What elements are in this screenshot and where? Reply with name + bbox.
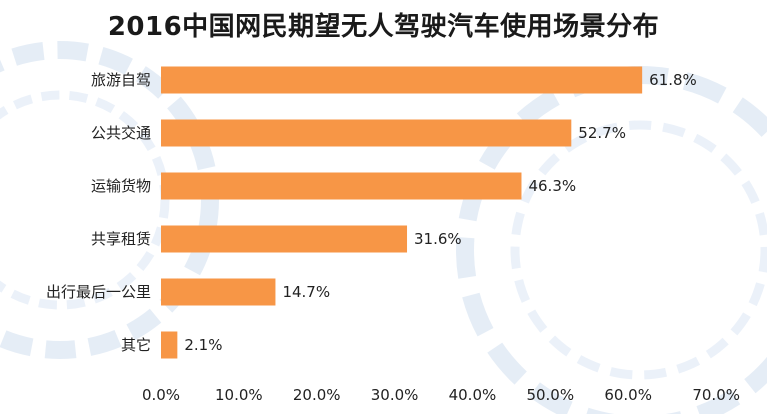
category-label-5: 其它 [121,336,151,354]
x-tick-label-5: 50.0% [526,386,574,404]
bar-3 [161,225,408,253]
x-tick-label-6: 60.0% [604,386,652,404]
category-label-3: 共享租赁 [91,230,151,248]
category-label-4: 出行最后一公里 [46,283,151,301]
category-label-2: 运输货物 [91,177,151,195]
bar-0 [161,66,643,94]
labels-layer: 旅游自驾 61.8% 公共交通 52.7% 运输货物 46.3% 共享租赁 31.6% 出行最后… [46,71,740,404]
value-label-4: 14.7% [282,283,330,301]
value-label-2: 46.3% [528,177,576,195]
x-tick-label-7: 70.0% [692,386,740,404]
chart-title: 2016中国网民期望无人驾驶汽车使用场景分布 [107,12,660,42]
bar-5 [161,331,178,359]
x-tick-label-0: 0.0% [142,386,180,404]
bars-layer [161,66,643,359]
bar-4 [161,278,276,306]
x-tick-label-1: 10.0% [215,386,263,404]
category-label-1: 公共交通 [91,124,151,142]
bar-2 [161,172,522,200]
bar-1 [161,119,572,147]
value-label-5: 2.1% [184,336,222,354]
x-tick-label-3: 30.0% [371,386,419,404]
x-tick-label-4: 40.0% [449,386,497,404]
x-tick-label-2: 20.0% [293,386,341,404]
value-label-1: 52.7% [578,124,626,142]
category-label-0: 旅游自驾 [91,71,151,89]
value-label-0: 61.8% [649,71,697,89]
value-label-3: 31.6% [414,230,462,248]
